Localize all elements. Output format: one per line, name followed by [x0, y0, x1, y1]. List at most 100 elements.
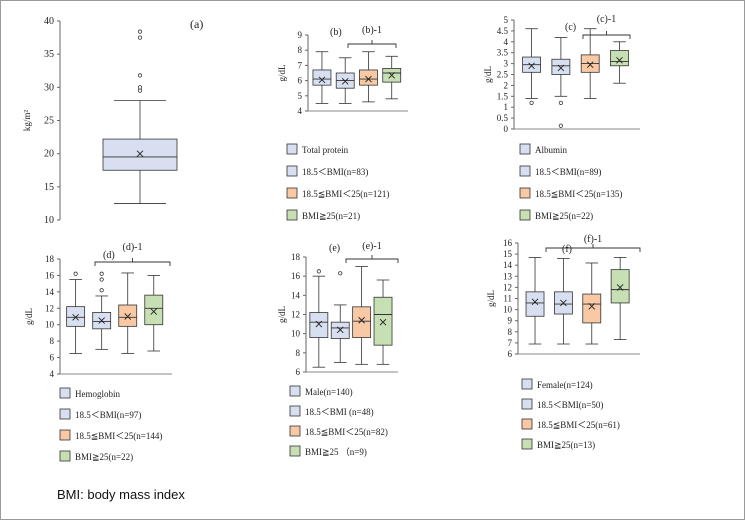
y-tick-label: 12	[503, 282, 512, 292]
mean-marker	[124, 313, 132, 320]
mean-marker	[588, 302, 596, 310]
boxplot-panel-2: 4 5 6 7 8 9 g/dL (b) (b)-1 Total protein 18.5＜BMI(…	[277, 25, 408, 221]
box-series-1	[522, 28, 541, 105]
box-series-4	[382, 55, 402, 100]
y-tick-label: 8	[50, 336, 55, 346]
legend-label: BMI≧25 （n=9)	[305, 447, 367, 457]
legend-label: Female(n=124)	[537, 380, 593, 390]
y-tick-label: 16	[45, 270, 55, 280]
legend-swatch	[286, 187, 298, 199]
panel-label: (c)	[565, 22, 576, 33]
boxplot-panel-4: 4 6 8 10 12 14 16 18 g/dL (d) (d)-1 Hemoglobin 18.5＜…	[24, 242, 172, 462]
comparison-bracket	[545, 247, 641, 252]
bracket-label: (f)-1	[584, 234, 602, 245]
y-tick-label: 8	[508, 327, 513, 337]
box-iqr	[352, 306, 372, 338]
legend-label: 18.5≦BMI＜25(n=135)	[535, 189, 622, 199]
comparison-bracket	[94, 261, 171, 266]
y-tick-label: 1	[504, 102, 509, 112]
outlier-point	[137, 35, 143, 40]
boxplot-panel-5: 6 8 10 12 14 16 18 g/dL (e) (e)-1 Male(n=140) 18.5＜…	[277, 241, 399, 457]
y-tick-label: 1.5	[497, 91, 509, 101]
box-series-3	[582, 262, 602, 345]
box-iqr	[582, 293, 602, 324]
mean-marker	[388, 71, 396, 79]
y-tick-label: 0.5	[497, 113, 509, 123]
box-iqr	[610, 50, 629, 67]
legend-swatch	[521, 438, 533, 450]
y-tick-label: 3.5	[497, 48, 509, 58]
mean-marker	[560, 299, 567, 307]
mean-marker	[531, 298, 539, 306]
box-series-1	[309, 269, 329, 368]
legend-swatch	[521, 418, 533, 430]
box-series-4	[610, 41, 629, 84]
legend-swatch	[289, 385, 301, 397]
legend-label: Male(n=140)	[305, 387, 353, 397]
outlier-point	[558, 123, 563, 128]
box-series-1	[66, 271, 86, 354]
box-iqr	[102, 138, 178, 171]
y-axis-title: g/dL	[277, 306, 287, 323]
outlier-point	[529, 100, 534, 105]
mean-marker	[150, 308, 158, 315]
y-tick-label: 10	[44, 215, 54, 226]
comparison-bracket	[345, 258, 399, 263]
box-iqr	[118, 304, 138, 327]
y-tick-label: 4	[50, 369, 55, 379]
mean-marker	[98, 317, 105, 324]
legend-swatch	[289, 445, 301, 457]
outlier-point	[338, 271, 343, 276]
y-tick-label: 10	[503, 305, 513, 315]
legend-swatch	[59, 387, 71, 399]
box-series-1	[312, 51, 332, 104]
y-tick-label: 16	[291, 271, 301, 281]
legend-swatch	[519, 209, 531, 221]
y-tick-label: 10	[291, 329, 301, 339]
box-iqr	[610, 269, 630, 304]
y-tick-label: 12	[291, 310, 300, 320]
comparison-bracket	[347, 43, 397, 48]
box-iqr	[309, 312, 329, 338]
legend-label: Total protein	[302, 145, 349, 155]
outlier-point	[137, 29, 143, 34]
y-tick-label: 18	[45, 254, 55, 264]
y-tick-label: 6	[50, 353, 55, 363]
legend-swatch	[59, 408, 71, 420]
mean-marker	[336, 326, 344, 334]
y-tick-label: 2.5	[497, 70, 509, 80]
y-tick-label: 9	[508, 316, 513, 326]
y-tick-label: 14	[291, 290, 301, 300]
y-tick-label: 5	[298, 91, 303, 101]
box-series-4	[373, 279, 393, 365]
y-tick-label: 6	[298, 76, 303, 86]
legend-label: 18.5≦BMI＜25(n=144)	[75, 431, 162, 441]
legend-swatch	[519, 143, 531, 155]
legend: Female(n=124) 18.5＜BMI(n=50) 18.5≦BMI＜25(n…	[521, 378, 620, 450]
bracket-label: (c)-1	[597, 14, 616, 25]
mean-marker	[557, 64, 565, 72]
legend-label: 18.5＜BMI(n=83)	[302, 167, 368, 177]
y-axis-title: kg/m²	[22, 110, 32, 132]
outlier-point	[137, 73, 143, 78]
legend-swatch	[289, 405, 301, 417]
y-tick-label: 7	[298, 60, 303, 70]
mean-marker	[341, 78, 349, 85]
outlier-point	[99, 288, 104, 293]
legend-swatch	[286, 209, 298, 221]
y-tick-label: 13	[503, 271, 513, 281]
box-iqr	[312, 69, 332, 86]
y-tick-label: 5	[504, 15, 509, 25]
outlier-point	[99, 271, 104, 276]
legend: Albumin 18.5＜BMI(n=89) 18.5≦BMI＜25(n=135) B…	[519, 143, 622, 221]
y-tick-label: 10	[45, 320, 55, 330]
bracket-label: (b)-1	[362, 25, 382, 36]
y-tick-label: 8	[296, 348, 301, 358]
mean-marker	[315, 320, 323, 328]
mean-marker	[616, 57, 623, 64]
legend-swatch	[521, 378, 533, 390]
y-tick-label: 4	[298, 106, 303, 116]
y-tick-label: 20	[44, 149, 54, 160]
y-tick-label: 11	[503, 294, 512, 304]
